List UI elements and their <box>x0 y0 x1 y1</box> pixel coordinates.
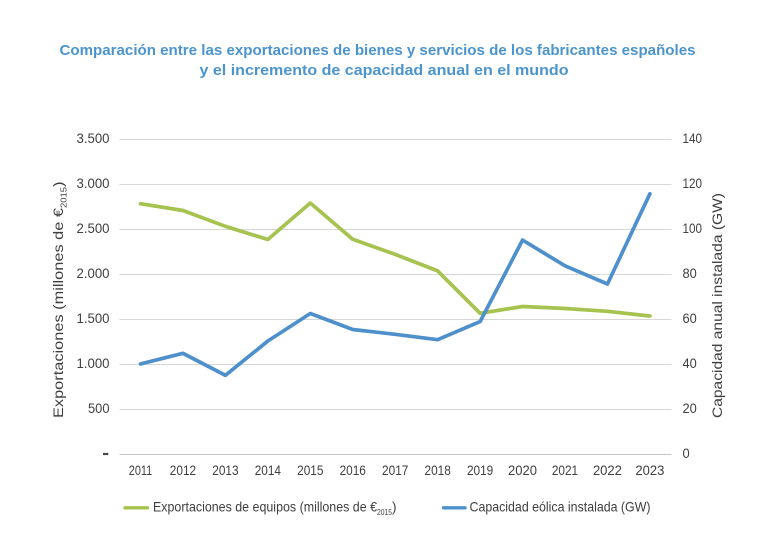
svg-text:2015: 2015 <box>297 462 323 478</box>
svg-text:2021: 2021 <box>552 462 578 478</box>
svg-text:2020: 2020 <box>508 462 537 478</box>
svg-text:2017: 2017 <box>382 462 408 478</box>
svg-text:40: 40 <box>683 355 697 371</box>
svg-text:Comparación entre las exportac: Comparación entre las exportaciones de b… <box>60 42 696 59</box>
svg-text:Capacidad eólica instalada (GW: Capacidad eólica instalada (GW) <box>470 498 651 514</box>
svg-text:1.000: 1.000 <box>77 355 110 371</box>
svg-text:20: 20 <box>683 400 697 416</box>
svg-text:120: 120 <box>683 175 703 191</box>
svg-text:2022: 2022 <box>593 462 622 478</box>
svg-text:60: 60 <box>683 310 697 326</box>
svg-text:Capacidad anual instalada (GW): Capacidad anual instalada (GW) <box>709 193 725 418</box>
svg-text:y el incremento de capacidad a: y el incremento de capacidad anual en el… <box>200 62 569 79</box>
svg-text:Exportaciones (millones de €20: Exportaciones (millones de €2015) <box>50 182 69 419</box>
svg-text:140: 140 <box>683 130 703 146</box>
svg-text:2014: 2014 <box>255 462 281 478</box>
svg-text:2.500: 2.500 <box>77 220 110 236</box>
svg-text:2023: 2023 <box>635 462 664 478</box>
svg-text:2013: 2013 <box>212 462 238 478</box>
svg-text:Exportaciones de equipos (mill: Exportaciones de equipos (millones de €2… <box>153 498 397 517</box>
svg-text:3.500: 3.500 <box>77 130 110 146</box>
svg-text:1.500: 1.500 <box>77 310 110 326</box>
svg-text:100: 100 <box>683 220 703 236</box>
svg-text:0: 0 <box>683 445 690 461</box>
svg-text:2016: 2016 <box>340 462 366 478</box>
svg-text:3.000: 3.000 <box>77 175 110 191</box>
svg-text:2018: 2018 <box>425 462 451 478</box>
svg-text:500: 500 <box>88 400 110 416</box>
svg-text:80: 80 <box>683 265 697 281</box>
svg-text:2011: 2011 <box>129 462 153 478</box>
svg-text:2019: 2019 <box>467 462 493 478</box>
svg-text:2.000: 2.000 <box>77 265 110 281</box>
svg-text:2012: 2012 <box>170 462 196 478</box>
